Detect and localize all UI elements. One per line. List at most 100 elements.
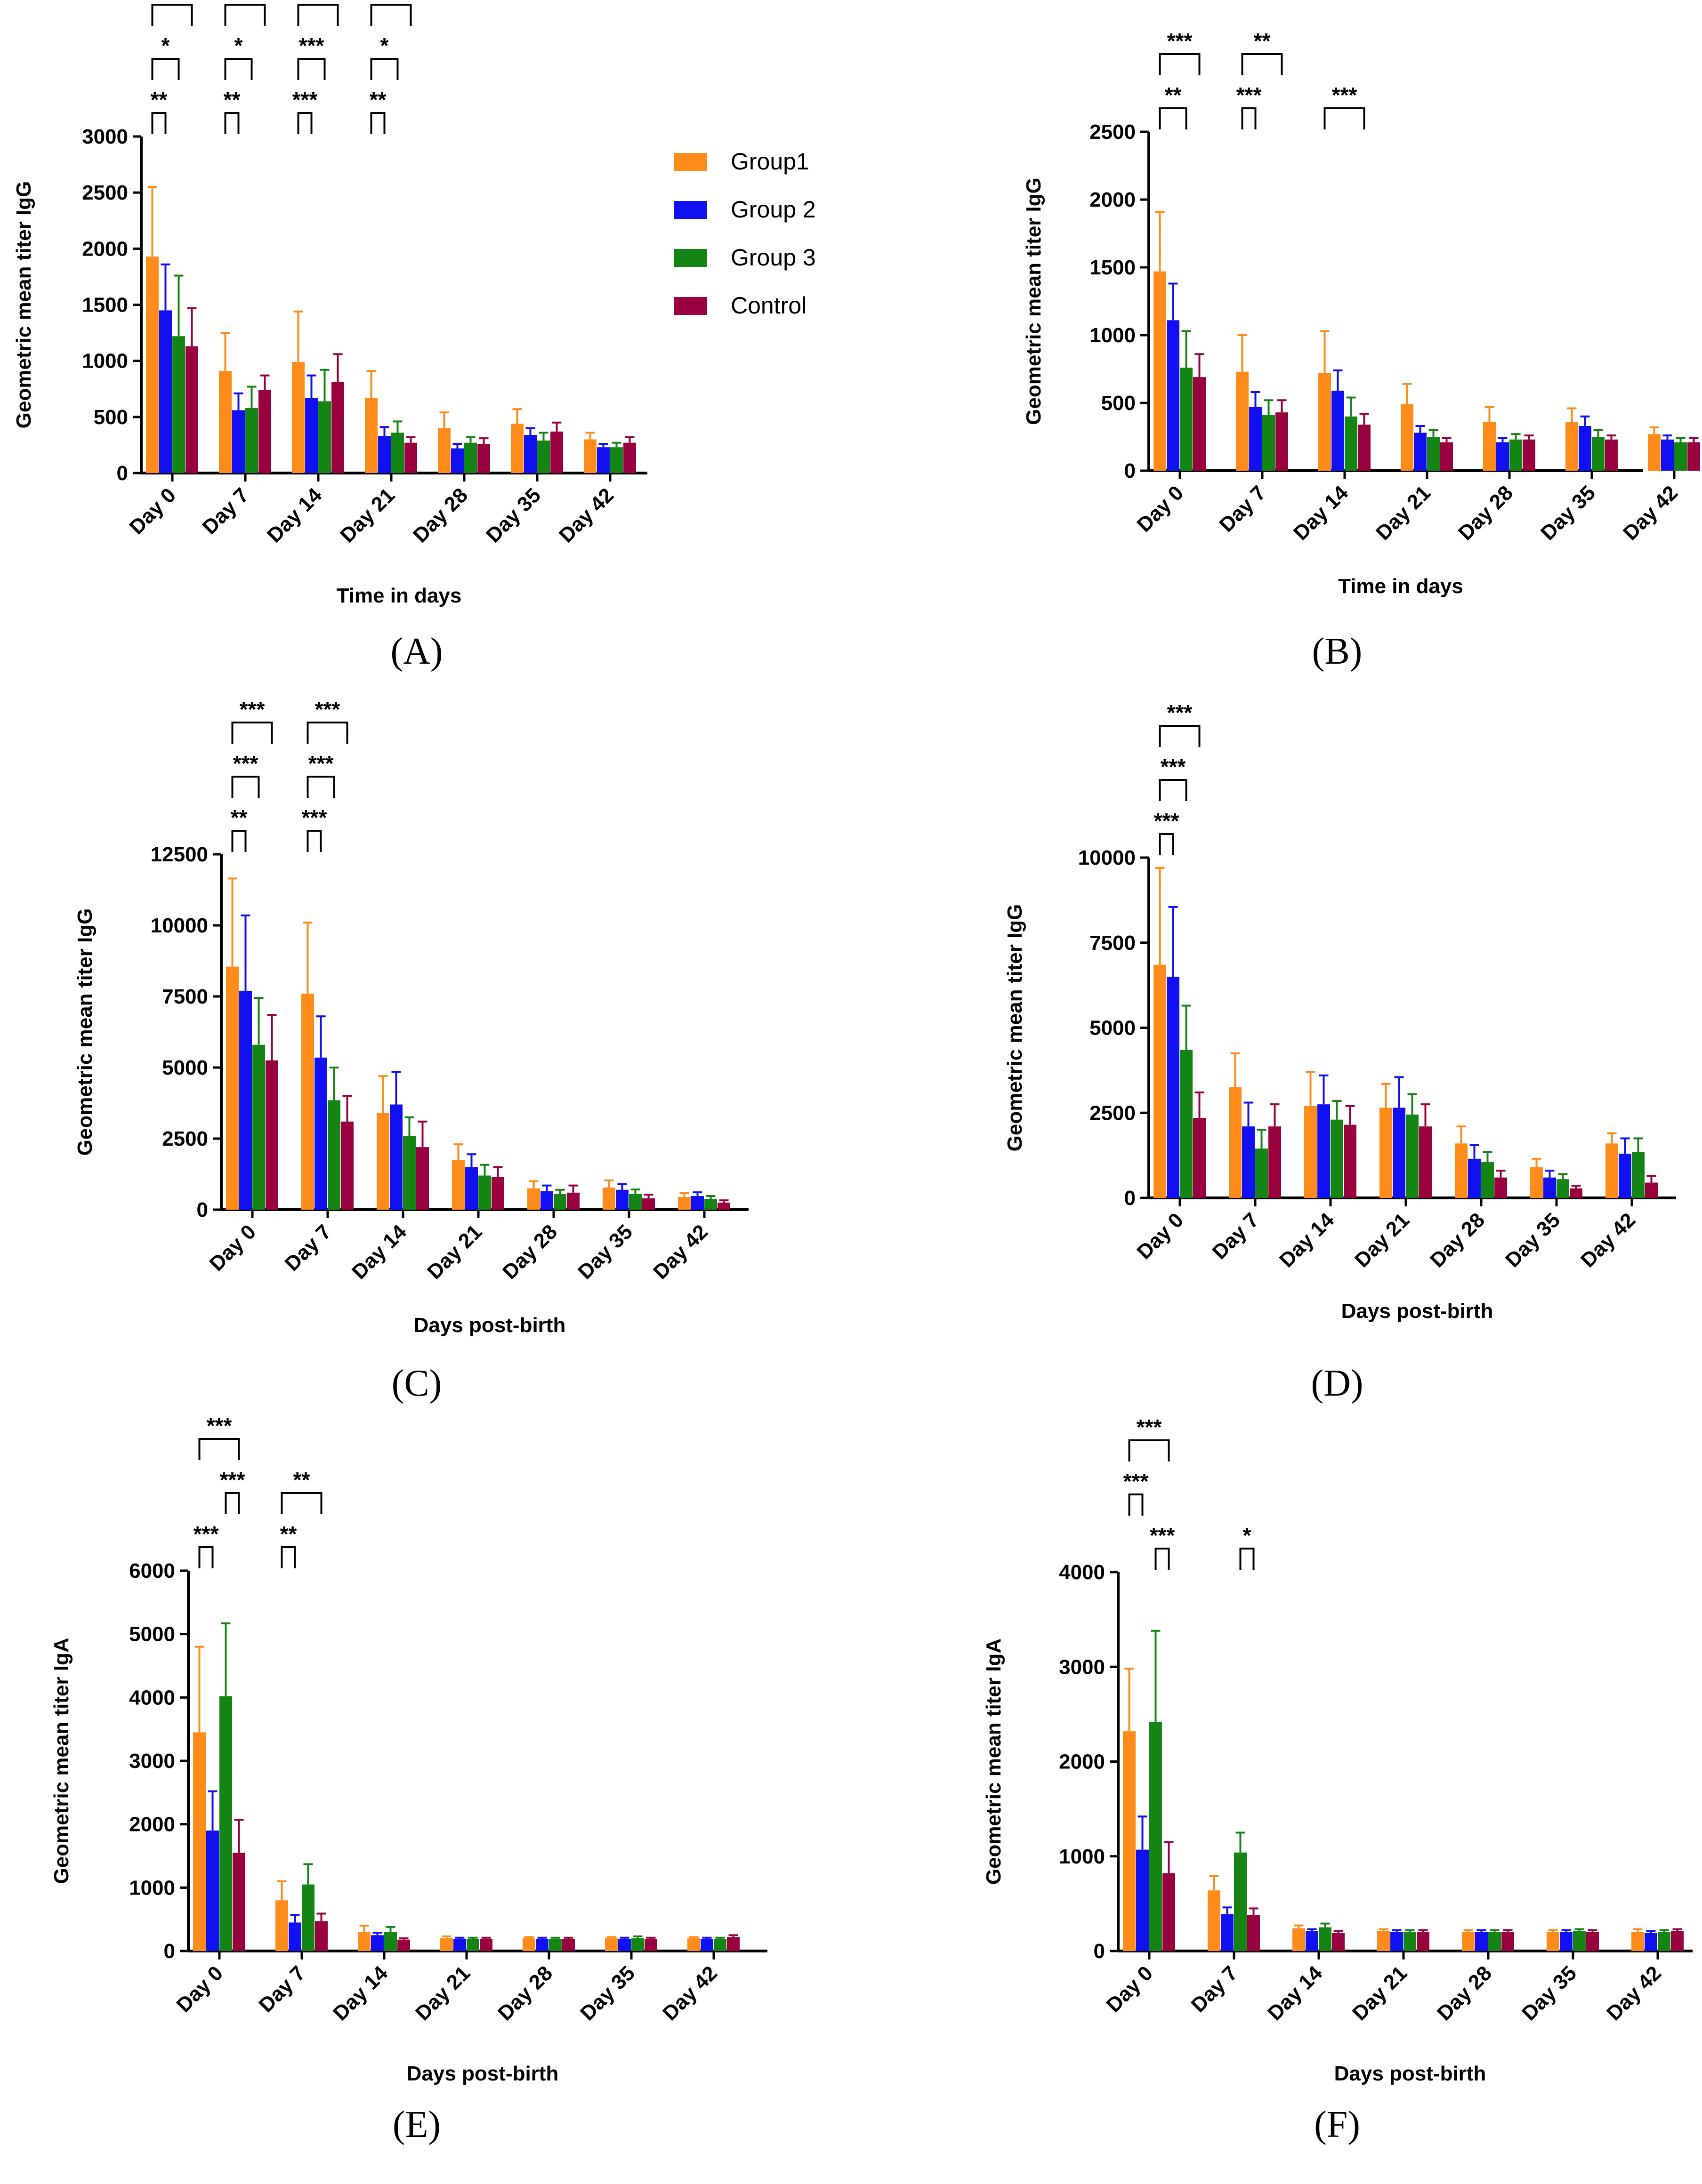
significance-bracket <box>1128 1439 1170 1461</box>
bar-group-3 <box>549 1939 562 1951</box>
x-axis-label: Time in days <box>1338 575 1463 598</box>
bar-group1 <box>1648 434 1661 471</box>
bar-group-3 <box>318 401 331 473</box>
bar-control <box>1344 1124 1356 1198</box>
x-tick-label: Day 42 <box>1576 1208 1640 1272</box>
y-axis-label: Geometric mean titer IgG <box>1003 904 1026 1152</box>
significance-bracket <box>281 1492 323 1514</box>
bar-group-2 <box>1619 1154 1631 1198</box>
bar-group1 <box>678 1196 691 1210</box>
bar-control <box>480 1939 492 1951</box>
bar-control <box>567 1192 580 1210</box>
bar-group-2 <box>524 434 537 473</box>
bar-group1 <box>1605 1143 1618 1198</box>
significance-label: *** <box>240 697 265 722</box>
chart-panel-4: 0 2500 5000 7500 10000 Day 0 Day 7 Day 14 Day 21… <box>1003 700 1676 1404</box>
significance-label: *** <box>1150 1523 1175 1548</box>
x-tick-label: Day 21 <box>1350 1208 1414 1272</box>
significance-label: *** <box>160 0 185 4</box>
bar-control <box>1358 425 1371 471</box>
bar-group-2 <box>315 1057 327 1210</box>
bar-group-3 <box>610 447 623 473</box>
chart-panel-1: 0 500 1000 1500 2000 2500 3000 Day 0 Day 7 Day 14… <box>12 0 816 672</box>
x-tick-label: Day 35 <box>482 483 545 547</box>
bar-group-2 <box>1221 1914 1234 1951</box>
x-tick-label: Day 0 <box>1102 1961 1157 2017</box>
bar-group1 <box>438 428 451 473</box>
significance-bracket <box>231 776 260 798</box>
y-tick-label: 2500 <box>1089 120 1136 144</box>
x-tick-label: Day 7 <box>198 483 253 539</box>
panel-label: (B) <box>1312 631 1363 672</box>
significance-bracket <box>297 112 313 134</box>
significance-label: ** <box>383 0 400 4</box>
bar-group1 <box>275 1900 288 1951</box>
x-tick-label: Day 42 <box>658 1961 722 2025</box>
x-tick-label: Day 14 <box>329 1961 392 2025</box>
bar-group-2 <box>1331 391 1344 471</box>
significance-bracket <box>151 4 193 26</box>
significance-label: ** <box>1254 29 1271 53</box>
bar-control <box>1162 1873 1175 1951</box>
bar-group1 <box>1455 1143 1468 1198</box>
bar-group-3 <box>1509 439 1522 471</box>
x-tick-label: Day 7 <box>1186 1961 1242 2017</box>
x-tick-label: Day 14 <box>1263 1961 1327 2025</box>
significance-bracket <box>370 58 399 80</box>
y-tick-label: 10000 <box>1078 846 1136 869</box>
significance-label: *** <box>1123 1469 1149 1493</box>
bar-control <box>1193 1118 1206 1198</box>
bar-group-3 <box>1345 416 1357 471</box>
chart-panel-5: 0 1000 2000 3000 4000 5000 6000 Day 0 Day 7 Day 1… <box>50 1413 767 2145</box>
bar-control <box>718 1202 730 1210</box>
significance-label: * <box>1243 1523 1251 1548</box>
legend: Group1 Group 2 Group 3 Control <box>674 148 816 319</box>
bar-group-2 <box>618 1939 631 1951</box>
bar-group-3 <box>403 1135 416 1210</box>
bar-group1 <box>1401 404 1413 471</box>
x-axis-label: Days post-birth <box>1334 2062 1486 2085</box>
bar-control <box>1501 1932 1514 1951</box>
bar-group-3 <box>1674 442 1687 471</box>
significance-bracket <box>198 1438 240 1460</box>
bar-group1 <box>1123 1731 1136 1951</box>
x-tick-label: Day 14 <box>347 1220 411 1284</box>
y-tick-label: 4000 <box>129 1686 175 1709</box>
significance-label: *** <box>302 805 327 830</box>
significance-label: *** <box>1154 809 1179 833</box>
legend-label: Group1 <box>731 148 809 175</box>
bar-group-2 <box>232 410 245 473</box>
bar-control <box>1645 1182 1658 1198</box>
bar-group-3 <box>1331 1119 1343 1198</box>
chart-panel-2: 0 500 1000 1500 2000 2500 Day 0 Day 7 Day 14 Day … <box>1022 29 1700 672</box>
significance-label: *** <box>1236 83 1262 107</box>
bar-group-2 <box>1393 1108 1405 1198</box>
panel-label: (F) <box>1314 2104 1360 2145</box>
significance-bracket <box>1323 107 1365 129</box>
significance-bracket <box>231 722 273 744</box>
bar-group1 <box>1483 422 1496 471</box>
bar-control <box>1419 1126 1432 1198</box>
y-tick-label: 2500 <box>1089 1101 1136 1124</box>
bar-control <box>1671 1931 1684 1951</box>
bar-group-3 <box>537 440 550 473</box>
bar-group1 <box>292 362 305 473</box>
bar-group1 <box>358 1932 371 1951</box>
bar-group-3 <box>1262 415 1275 471</box>
x-tick-label: Day 28 <box>493 1961 557 2025</box>
x-tick-label: Day 28 <box>1433 1961 1496 2025</box>
bar-group-2 <box>1136 1849 1149 1951</box>
bar-group1 <box>1379 1108 1392 1198</box>
legend-swatch <box>674 201 707 219</box>
bar-group-3 <box>1255 1148 1268 1198</box>
bar-control <box>233 1853 245 1951</box>
bar-group-2 <box>1414 433 1427 471</box>
y-tick-label: 7500 <box>162 985 208 1008</box>
bar-control <box>1586 1932 1599 1951</box>
bar-group1 <box>605 1938 618 1951</box>
bar-group-3 <box>1488 1932 1501 1951</box>
bar-group-2 <box>289 1922 301 1951</box>
y-tick-label: 2000 <box>82 237 128 260</box>
bar-group-3 <box>1180 368 1193 471</box>
